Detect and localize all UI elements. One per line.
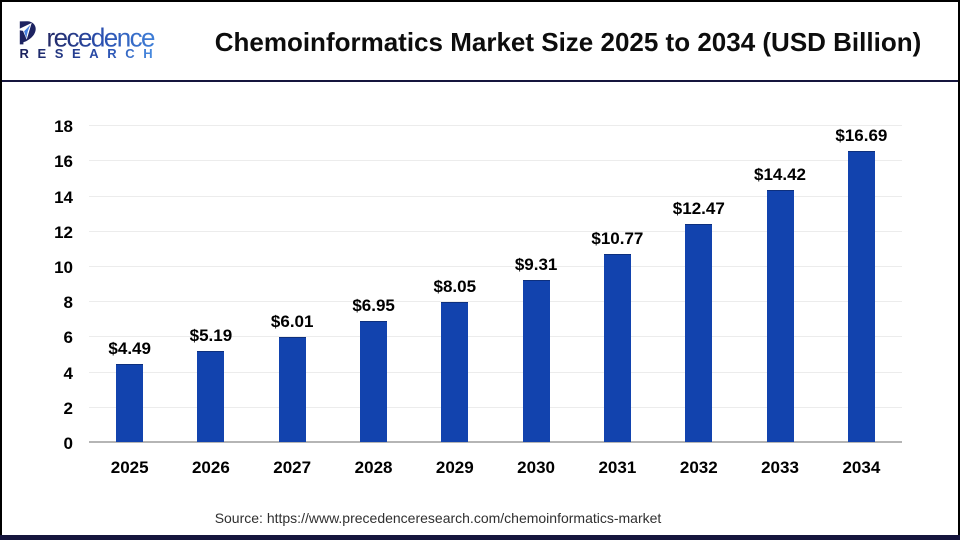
svg-text:RESEARCH: RESEARCH: [20, 46, 162, 61]
svg-text:recedence: recedence: [47, 23, 156, 53]
